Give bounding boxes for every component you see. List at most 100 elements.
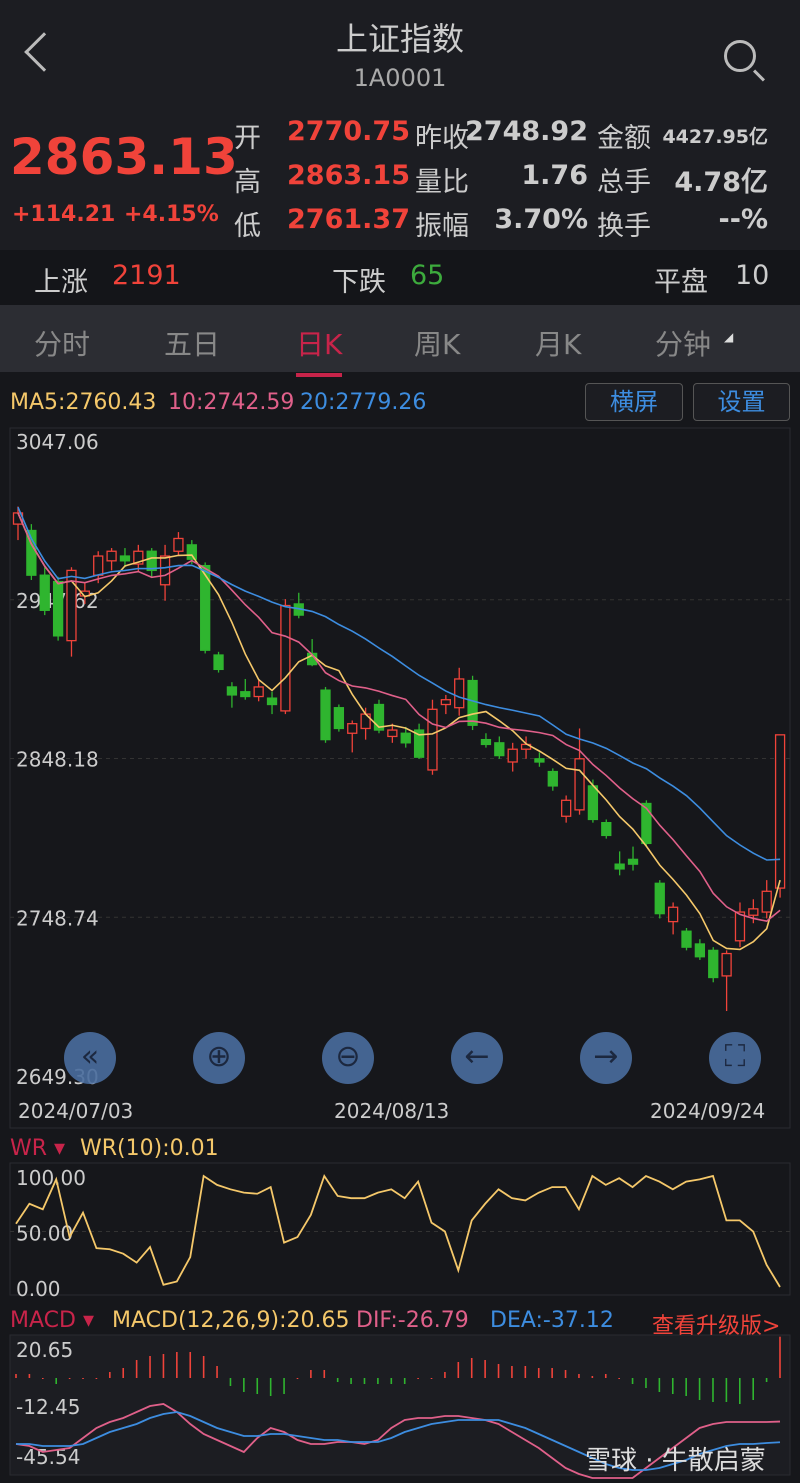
candle-body (52, 580, 64, 637)
quote-label: 量比 (415, 167, 469, 198)
x-tick-label: 2024/08/13 (334, 1099, 449, 1123)
quote-panel (0, 100, 800, 250)
candle-body (614, 863, 625, 870)
y-tick-label: 2848.18 (16, 748, 99, 772)
candle-body (413, 729, 425, 758)
candle-body (654, 882, 665, 915)
up-count: 2191 (112, 260, 181, 291)
zoom-in-icon[interactable]: ⊕ (193, 1032, 245, 1084)
dropdown-icon: ◢ (724, 330, 734, 344)
quote-label: 金额 (597, 123, 651, 154)
candle-body (454, 678, 465, 709)
wr-tick-label: 0.00 (16, 1277, 61, 1301)
watermark: 雪球 · 牛散启蒙 (585, 1446, 766, 1476)
candle-body (119, 555, 131, 562)
candle-body (534, 758, 545, 763)
candle-body (266, 697, 278, 706)
candle-body (708, 949, 719, 979)
tab-0[interactable]: 分时 (34, 328, 91, 361)
dea-value: DEA:-37.12 (490, 1308, 614, 1333)
quote-label: 低 (234, 211, 261, 242)
wr-indicator-select[interactable]: WR ▾ (10, 1136, 66, 1161)
candle-body (547, 770, 558, 787)
fullscreen-icon[interactable]: ⛶ (709, 1032, 761, 1084)
candle-body (561, 799, 572, 817)
candle-body (240, 691, 251, 698)
quote-value: 1.76 (521, 160, 588, 191)
zoom-out-icon[interactable]: ⊖ (322, 1032, 374, 1084)
arrow-left-icon[interactable]: ← (451, 1032, 503, 1084)
tab-1[interactable]: 五日 (164, 328, 221, 361)
candle-body (320, 689, 331, 741)
quote-value: 2770.75 (287, 116, 410, 147)
candle-body (333, 707, 345, 730)
quote-label: 振幅 (415, 211, 469, 242)
ma-legend: MA5:2760.43 10:2742.59 20:2779.26 (0, 372, 800, 427)
quote-label: 总手 (597, 167, 651, 198)
wr-tick-label: 100.00 (16, 1166, 86, 1190)
search-icon[interactable] (724, 40, 756, 72)
chart-frame (9, 427, 791, 1129)
candle-body (347, 723, 358, 734)
candle-body (440, 699, 451, 706)
up-label: 上涨 (34, 267, 88, 298)
quote-value: 4.78亿 (674, 167, 768, 198)
quote-value: 4427.95亿 (662, 126, 768, 148)
candle-body (159, 555, 171, 586)
last-price: 2863.13 (10, 128, 238, 186)
arrow-right-icon[interactable]: → (580, 1032, 632, 1084)
macd-tick-label: 20.65 (16, 1338, 73, 1362)
period-tabs: 分时 五日 日K 周K 月K 分钟 (0, 305, 800, 377)
macd-indicator-select[interactable]: MACD ▾ (10, 1308, 94, 1333)
candle-body (480, 738, 492, 746)
candle-body (694, 943, 706, 958)
candle-body (627, 858, 639, 865)
candle-body (226, 686, 238, 696)
ma20-value: 20:2779.26 (300, 390, 427, 415)
price-change: +114.21 (12, 202, 116, 227)
ma5-value: MA5:2760.43 (10, 390, 157, 415)
wr-frame (9, 1162, 791, 1296)
x-tick-label: 2024/07/03 (18, 1099, 133, 1123)
candle-body (507, 748, 518, 763)
candle-body (146, 550, 157, 572)
candle-body (66, 569, 77, 642)
landscape-button[interactable]: 横屏 (585, 383, 683, 421)
wr-tick-label: 50.00 (16, 1222, 73, 1246)
quote-value: 2761.37 (287, 204, 410, 235)
settings-button[interactable]: 设置 (693, 383, 790, 421)
dea-line (16, 1411, 781, 1471)
ma20-line (17, 506, 781, 861)
tab-4[interactable]: 月K (535, 328, 582, 361)
candle-body (200, 564, 211, 651)
y-tick-label: 2748.74 (16, 906, 99, 930)
flat-label: 平盘 (654, 267, 708, 298)
quote-label: 昨收 (415, 123, 469, 154)
candle-body (213, 654, 224, 671)
ma10-line (17, 512, 781, 923)
dif-line (15, 1403, 781, 1479)
macd-tick-label: -12.45 (16, 1395, 80, 1419)
quote-value: 2863.15 (287, 160, 410, 191)
tab-2[interactable]: 日K (296, 323, 343, 377)
tab-5[interactable]: 分钟 (655, 328, 712, 361)
candle-body (467, 679, 478, 726)
y-tick-label: 3047.06 (16, 430, 99, 454)
rewind-icon[interactable]: « (64, 1032, 116, 1084)
upgrade-link[interactable]: 查看升级版> (652, 1314, 781, 1339)
candle-body (587, 785, 599, 821)
ma10-value: 10:2742.59 (168, 390, 295, 415)
candle-body (106, 550, 117, 562)
candle-body (667, 906, 679, 923)
tab-3[interactable]: 周K (414, 328, 461, 361)
candle-body (641, 802, 652, 845)
flat-count: 10 (735, 260, 770, 291)
candle-body (186, 544, 197, 560)
top-bar (0, 0, 800, 100)
quote-label: 开 (234, 123, 261, 154)
quote-value: 2748.92 (465, 116, 588, 147)
x-tick-label: 2024/09/24 (650, 1099, 765, 1123)
wr-name: WR (10, 1136, 48, 1161)
macd-value: MACD(12,26,9):20.65 (112, 1308, 350, 1333)
